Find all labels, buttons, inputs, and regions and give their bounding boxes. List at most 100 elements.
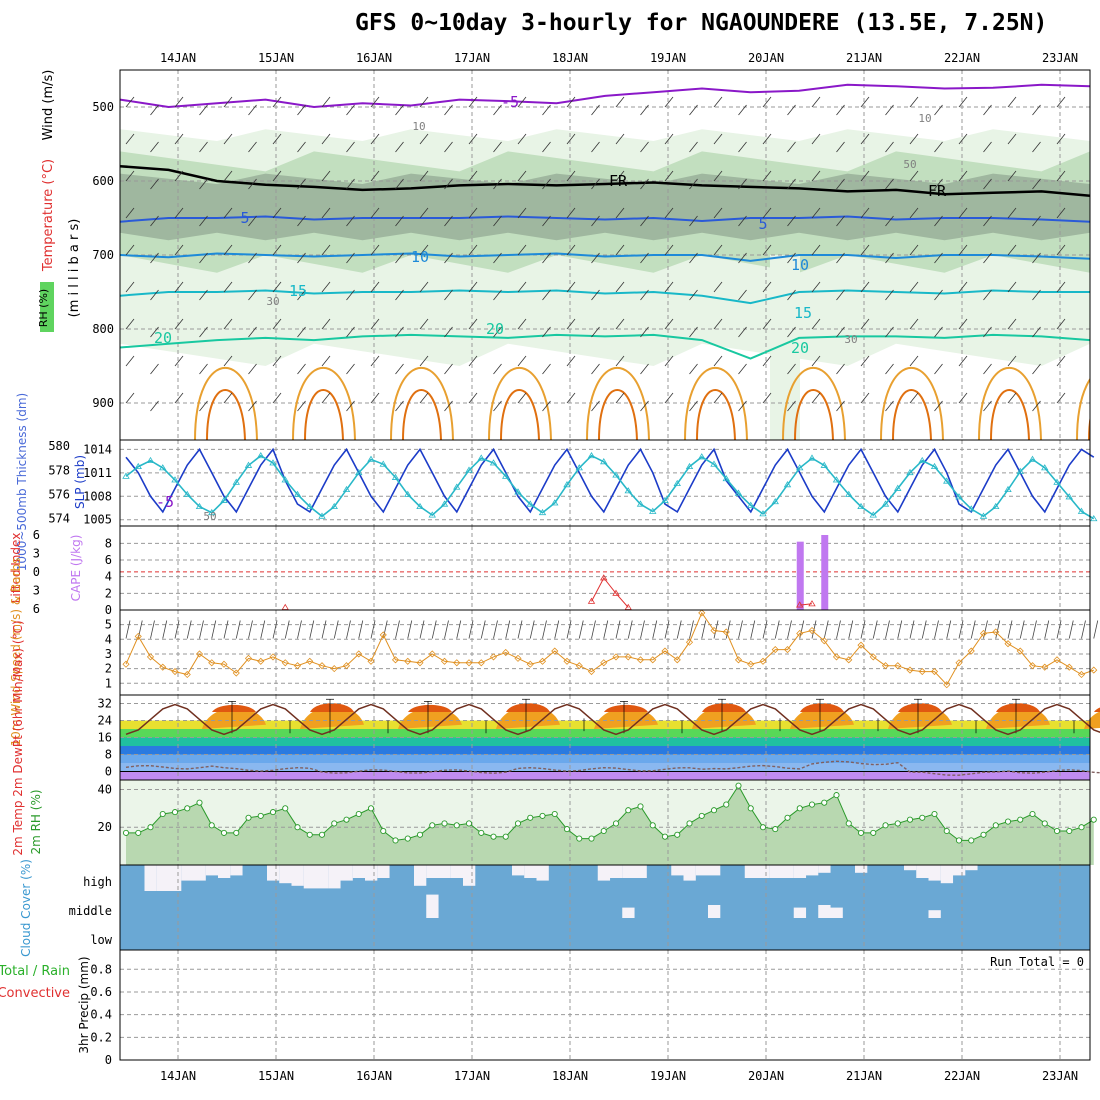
wind-barb [934,178,943,190]
wind-barb [689,326,698,338]
rh2m-marker [1090,816,1097,823]
thickness-marker [673,479,681,487]
thickness-marker [465,466,473,473]
thickness-marker [1028,455,1037,462]
wind-barb [713,318,723,330]
rh2m-marker [478,829,485,836]
wind-barb [615,281,625,293]
wind-barb [1081,620,1086,639]
cloud-middle-bar [793,907,807,918]
cloud-high-bar [205,865,219,876]
wind-barb [713,244,723,256]
wind-barb [578,620,584,639]
x-date-bottom: 15JAN [258,1069,294,1083]
cloud-high-bar [916,865,929,878]
chart-title: GFS 0~10day 3-hourly for NGAOUNDERE (13.… [355,10,1048,36]
wind-barb [934,326,943,338]
wind-speed-marker [955,659,963,667]
rh2m-marker [1078,824,1085,831]
wind-barb [591,289,600,301]
rh2m-tick: 40 [98,782,112,796]
isotherm-label: 5 [758,215,767,233]
wind-barb [885,104,894,116]
isotherm-30-lobe [500,389,540,440]
x-date-top: 14JAN [160,51,196,65]
wind-speed-marker [845,656,853,664]
wind-barb [199,141,208,153]
wind-barb [150,252,159,264]
ylabel-thickness: 1000~500mb Thickness (dm) [15,393,29,571]
wind-barb [419,318,429,330]
wind-barb [1032,363,1041,375]
thickness-marker [612,471,620,478]
cloud-high-bar [536,865,549,881]
cloud-row-label: high [83,875,112,889]
isotherm-label: 15 [289,282,307,300]
wind-barb [1056,133,1066,145]
rh2m-marker [661,833,669,840]
isotherm-label: FR [928,182,947,200]
thickness-marker [416,502,424,510]
temp-color-band [120,771,1090,780]
wind-barb [1032,252,1041,264]
isotherm-10 [120,252,1090,262]
isotherm-30-lobe [598,389,638,440]
wind-barb [934,252,943,264]
wind-barb [125,133,135,145]
panel-p8-frame [119,949,1091,1061]
wind-barb [958,281,968,293]
thickness-marker [624,487,632,494]
rh2m-marker [184,805,191,812]
wind-barb [689,141,698,153]
temp-2m-line [125,703,1100,736]
wind-barb [162,620,168,639]
wind-barb [762,392,772,404]
wind-barb [566,392,576,404]
li-tick: 3 [33,546,40,560]
panel-frames [119,69,1091,1061]
rh2m-marker [600,827,607,835]
thickness-marker [734,489,743,496]
wind-speed-marker [820,637,828,645]
wind-speed-marker [869,653,877,661]
rh2m-marker [416,831,424,838]
ylabel-wind: Wind (m/s) [41,70,56,141]
wind-barb [248,104,257,116]
wind-barb [860,620,866,639]
thickness-marker [453,483,461,490]
cloud-high-bar [218,865,231,878]
wind-barb [591,620,596,639]
wind-barb [664,318,674,330]
isotherm-label: 10 [791,256,809,274]
cloud-high-bar [769,865,782,878]
temp-day-peak [996,703,1040,712]
thickness-marker [857,502,865,510]
temp-color-band [120,737,1090,746]
rh2m-marker [380,827,387,835]
wind-barb [615,170,625,182]
wind-speed-marker [183,670,191,679]
rh2m-marker [171,809,179,816]
thickness-marker [514,488,522,495]
wind-barb [640,178,649,190]
wind-barb [297,363,306,375]
wind-barb [297,178,306,190]
wind-barb [468,244,478,256]
wind-barb [542,620,547,639]
rh2m-marker [1041,820,1048,827]
thickness-line [125,454,1095,520]
ylabel-cape: CAPE (J/kg) [69,535,83,602]
wind-speed-marker [771,646,779,654]
wind-barb [1007,281,1017,293]
wind-barb [199,252,208,264]
thickness-marker [796,464,804,471]
wind-barb [909,133,919,145]
rh2m-marker [710,807,718,814]
wind-barb [321,392,331,404]
wind-barb [762,318,772,330]
cloud-high-bar [904,865,917,871]
wind-barb [125,392,135,404]
temp-color-band [120,746,1090,755]
wind-barb [125,318,135,330]
wind-barb [836,363,845,375]
